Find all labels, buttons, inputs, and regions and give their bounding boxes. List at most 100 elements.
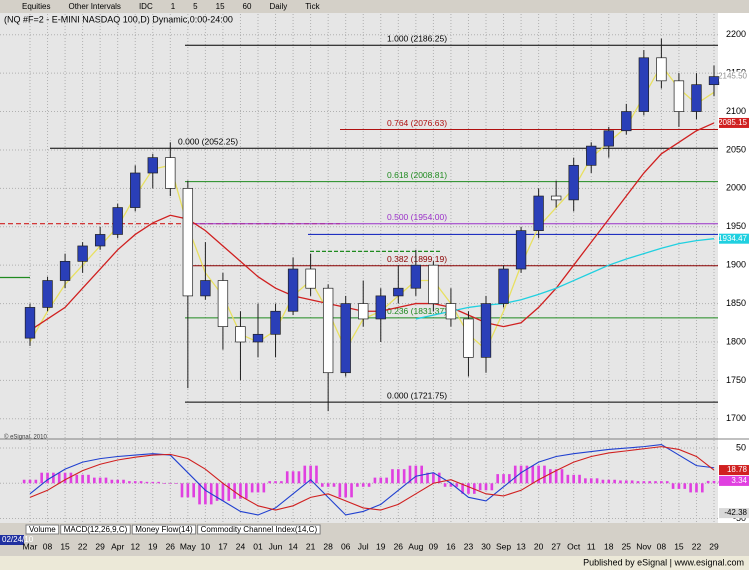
candle-body xyxy=(94,234,106,247)
candle-body xyxy=(463,318,474,358)
fib-label: 0.382 (1899.19) xyxy=(387,254,447,264)
candle-body xyxy=(235,326,246,343)
candle-body xyxy=(550,195,562,201)
y2-tick-label: 50 xyxy=(736,442,746,452)
macd-signal-tag: 18.78 xyxy=(727,465,748,474)
y-tick-label: 2050 xyxy=(726,144,746,154)
x-tick-label: 28 xyxy=(323,541,333,551)
y-tick-label: 2200 xyxy=(726,29,746,39)
fib-label: 0.000 (1721.75) xyxy=(387,390,447,400)
tab[interactable]: Commodity Channel Index(14,C) xyxy=(201,525,318,534)
toolbar-button[interactable]: 5 xyxy=(193,2,198,11)
x-tick-label: May xyxy=(180,541,197,551)
toolbar-button[interactable]: Other Intervals xyxy=(68,2,120,11)
x-tick-label: Nov xyxy=(636,541,652,551)
x-tick-label: Apr xyxy=(111,541,124,551)
ma-red-tag-box xyxy=(719,117,749,128)
toolbar-button[interactable]: Equities xyxy=(22,2,50,11)
candle-body xyxy=(59,260,71,281)
tab[interactable]: Money Flow(14) xyxy=(135,525,193,534)
x-tick-label: 23 xyxy=(464,541,474,551)
x-tick-label: 18 xyxy=(604,541,614,551)
footer: Published by eSignal | www.esignal.com xyxy=(583,557,744,567)
fib-label: 1.000 (2186.25) xyxy=(387,34,447,44)
candle-body xyxy=(638,57,650,112)
last-price-tag: 2145.50 xyxy=(718,72,747,81)
toolbar-button[interactable]: 15 xyxy=(216,2,225,11)
candle-body xyxy=(515,230,527,270)
candle-body xyxy=(270,310,281,335)
candle-body xyxy=(147,157,158,174)
moving-average xyxy=(29,64,715,352)
x-tick-label: 24 xyxy=(236,541,246,551)
x-tick-label: 29 xyxy=(709,541,719,551)
macd-min-tag: -42.38 xyxy=(724,508,747,517)
tab-box[interactable] xyxy=(131,524,197,535)
x-tick-label: 22 xyxy=(78,541,88,551)
toolbar-button[interactable]: Tick xyxy=(305,2,320,11)
ma-cyan-tag: 1934.47 xyxy=(718,234,747,243)
x-tick-label: 19 xyxy=(148,541,158,551)
candle-body xyxy=(691,84,702,112)
candle-body xyxy=(445,303,457,320)
toolbar-button[interactable]: 60 xyxy=(243,2,252,11)
candle-body xyxy=(287,268,299,312)
y-tick-label: 1700 xyxy=(726,413,746,423)
moving-average xyxy=(415,238,715,320)
candle-body xyxy=(322,287,334,374)
y-tick-label: 2100 xyxy=(726,106,746,116)
x-tick-label: 10 xyxy=(201,541,211,551)
x-tick-label: 30 xyxy=(481,541,491,551)
candle-body xyxy=(340,303,351,374)
y-tick-label: 1900 xyxy=(726,260,746,270)
candle-body xyxy=(77,245,88,262)
toolbar-button[interactable]: IDC xyxy=(139,2,153,11)
macd-line xyxy=(29,446,715,511)
x-tick-label: 06 xyxy=(341,541,351,551)
x-tick-label: 08 xyxy=(657,541,667,551)
candle-body xyxy=(130,172,141,208)
candle-body xyxy=(480,303,492,358)
tab-box[interactable] xyxy=(197,524,321,535)
candle-body xyxy=(410,264,422,289)
candle-body xyxy=(182,188,194,297)
x-tick-label: 20 xyxy=(534,541,544,551)
macd-min-tag-box xyxy=(719,508,749,519)
x-tick-label: 01 xyxy=(253,541,263,551)
candle-body xyxy=(656,57,667,82)
tab-box[interactable] xyxy=(60,524,131,535)
x-tick-label: 09 xyxy=(429,541,439,551)
macd-hist-tag: 3.34 xyxy=(731,476,747,485)
x-tick-label: 29 xyxy=(95,541,105,551)
candle-body xyxy=(112,207,123,235)
candle-body xyxy=(217,280,229,327)
macd-signal-tag-box xyxy=(719,465,749,476)
start-date: 02/24/10 xyxy=(2,535,34,544)
toolbar-button[interactable]: 1 xyxy=(171,2,176,11)
y-tick-label: 1800 xyxy=(726,336,746,346)
candle-body xyxy=(24,307,36,339)
candle-body xyxy=(305,268,316,289)
x-tick-label: 25 xyxy=(622,541,632,551)
footer-bar xyxy=(0,556,749,570)
x-tick-label: 26 xyxy=(166,541,176,551)
candle-body xyxy=(428,264,439,304)
x-tick-label: 14 xyxy=(288,541,298,551)
x-tick-label: Jul xyxy=(358,541,369,551)
toolbar-button[interactable]: Daily xyxy=(269,2,287,11)
x-tick-label: 08 xyxy=(43,541,53,551)
candle-body xyxy=(673,80,685,112)
candle-body xyxy=(621,111,632,132)
tab[interactable]: Volume xyxy=(29,525,56,534)
tab-box[interactable] xyxy=(25,524,60,535)
candle-body xyxy=(200,280,211,297)
x-tick-label: 11 xyxy=(587,541,596,551)
tab[interactable]: MACD(12,26,9,C) xyxy=(64,525,128,534)
candle-body xyxy=(42,280,53,308)
x-tick-label: 13 xyxy=(516,541,526,551)
x-tick-label: 15 xyxy=(674,541,684,551)
x-tick-label: 27 xyxy=(551,541,561,551)
macd-hist-tag-box xyxy=(719,475,749,486)
